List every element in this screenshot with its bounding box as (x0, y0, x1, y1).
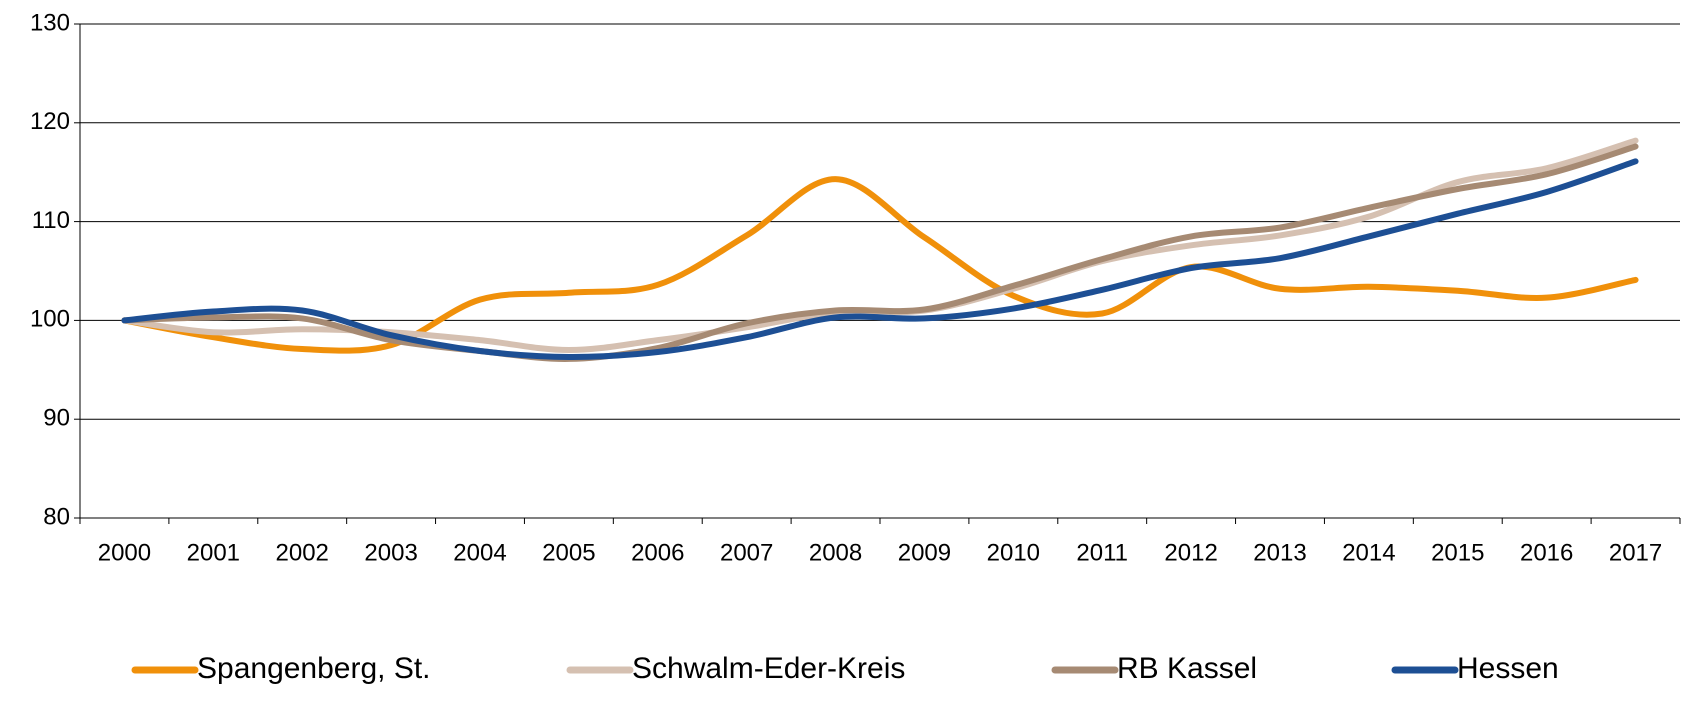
legend-label: Hessen (1457, 652, 1559, 685)
x-tick-label: 2006 (631, 539, 684, 566)
legend-label: Spangenberg, St. (197, 652, 431, 685)
y-tick-label: 80 (43, 503, 70, 530)
series-line (121, 158, 1639, 360)
legend-label: RB Kassel (1117, 652, 1257, 685)
y-tick-label: 110 (32, 207, 70, 234)
x-tick-label: 2001 (187, 539, 240, 566)
x-tick-label: 2015 (1431, 539, 1484, 566)
x-tick-label: 2005 (542, 539, 595, 566)
x-tick-label: 2010 (987, 539, 1040, 566)
y-tick-label: 90 (43, 405, 70, 432)
x-tick-label: 2004 (453, 539, 506, 566)
x-tick-label: 2009 (898, 539, 951, 566)
x-tick-label: 2011 (1076, 539, 1128, 566)
series-line (121, 176, 1639, 354)
y-tick-label: 100 (30, 306, 70, 333)
series-line (121, 143, 1639, 362)
x-tick-label: 2007 (720, 539, 773, 566)
x-tick-label: 2012 (1164, 539, 1217, 566)
y-tick-label: 120 (30, 108, 70, 135)
x-tick-label: 2013 (1253, 539, 1306, 566)
x-tick-label: 2000 (98, 539, 151, 566)
x-tick-label: 2014 (1342, 539, 1395, 566)
legend-label: Schwalm-Eder-Kreis (632, 652, 905, 685)
x-tick-label: 2008 (809, 539, 862, 566)
x-tick-label: 2003 (364, 539, 417, 566)
y-tick-label: 130 (30, 9, 70, 36)
x-tick-label: 2017 (1609, 539, 1662, 566)
x-tick-label: 2002 (276, 539, 329, 566)
x-tick-label: 2016 (1520, 539, 1573, 566)
